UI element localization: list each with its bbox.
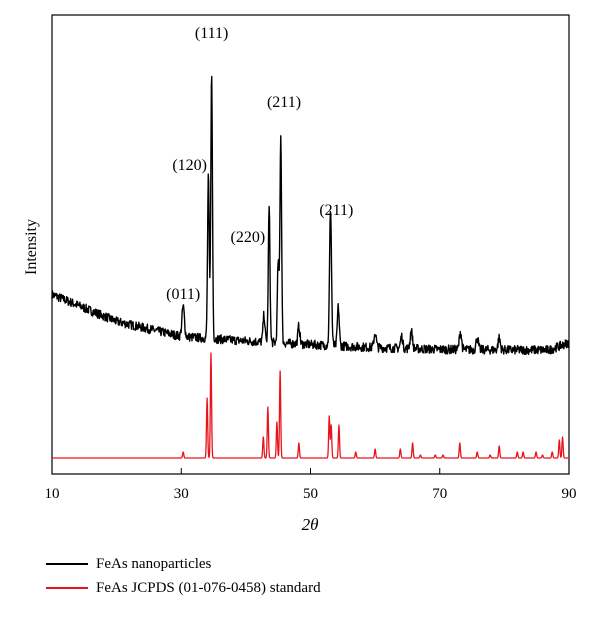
peak-label: (011) (166, 286, 200, 303)
peak-label: (211) (267, 94, 301, 111)
peak-label: (211) (319, 202, 353, 219)
y-axis-label: Intensity (23, 219, 40, 275)
legend-label-nanoparticles: FeAs nanoparticles (96, 555, 212, 572)
legend-item-nanoparticles: FeAs nanoparticles (46, 552, 566, 576)
peak-annotations: (011) (120) (111) (220) (211) (211) (166, 25, 353, 303)
x-tick-label: 50 (303, 486, 318, 502)
x-axis-ticks: 10 30 50 70 90 (45, 468, 577, 502)
peak-label: (120) (172, 157, 207, 174)
series-layer (51, 75, 570, 459)
series-line-standard (51, 352, 570, 459)
legend: FeAs nanoparticles FeAs JCPDS (01-076-04… (46, 552, 566, 600)
legend-item-standard: FeAs JCPDS (01-076-0458) standard (46, 576, 566, 600)
x-tick-label: 30 (174, 486, 189, 502)
plot-border (51, 14, 570, 475)
x-tick-label: 10 (45, 486, 60, 502)
x-tick-label: 90 (562, 486, 577, 502)
x-tick-label: 70 (432, 486, 447, 502)
legend-swatch-black (46, 563, 88, 565)
series-line-nanoparticles (51, 75, 570, 356)
legend-label-standard: FeAs JCPDS (01-076-0458) standard (96, 579, 321, 596)
peak-label: (111) (195, 25, 228, 42)
plot-frame (51, 14, 570, 475)
peak-label: (220) (230, 229, 265, 246)
legend-swatch-red (46, 587, 88, 589)
x-axis-label: 2θ (302, 515, 319, 534)
